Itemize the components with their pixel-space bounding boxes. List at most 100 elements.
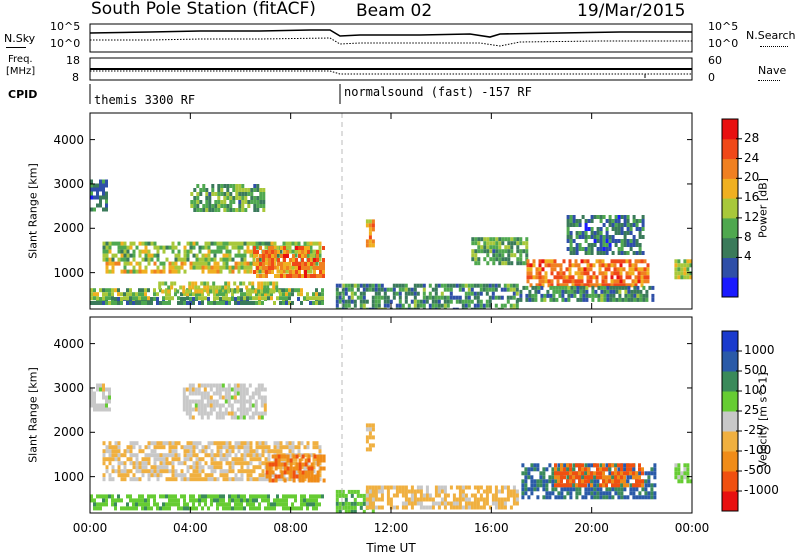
velocity-cell <box>231 449 235 454</box>
velocity-cell <box>213 453 217 458</box>
power-cell <box>123 249 127 254</box>
velocity-cell <box>257 391 261 396</box>
velocity-cell <box>153 473 157 478</box>
power-cell <box>217 196 221 200</box>
power-cell <box>571 263 575 268</box>
power-cell <box>271 250 274 254</box>
velocity-cell <box>144 457 148 462</box>
power-cell <box>488 299 492 304</box>
power-cell <box>298 266 301 270</box>
power-cell <box>386 303 390 308</box>
velocity-cell <box>309 498 312 503</box>
velocity-heatmap <box>90 383 692 513</box>
velocity-cell <box>365 493 369 498</box>
velocity-cell <box>539 475 543 480</box>
power-cell <box>604 271 608 276</box>
velocity-cell <box>315 494 318 499</box>
velocity-cell <box>335 489 339 494</box>
nsearch-tick-high: 10^5 <box>708 20 739 33</box>
velocity-cell <box>689 479 692 484</box>
velocity-cell <box>183 453 187 458</box>
velocity-cell <box>183 473 187 478</box>
velocity-cell <box>677 471 681 476</box>
power-cell <box>596 239 600 243</box>
velocity-cell <box>248 407 252 412</box>
velocity-cell <box>500 497 504 502</box>
power-cell <box>253 270 256 274</box>
velocity-cell <box>224 387 228 392</box>
velocity-cell <box>120 473 124 478</box>
power-cell <box>238 204 242 208</box>
velocity-cell <box>437 489 441 494</box>
velocity-cell <box>298 470 302 475</box>
velocity-cell <box>243 449 247 454</box>
velocity-cell <box>239 399 243 404</box>
velocity-cell <box>225 441 229 446</box>
velocity-cell <box>452 493 456 498</box>
power-cell <box>575 251 579 255</box>
power-cell <box>489 237 493 242</box>
power-y-tick-label: 3000 <box>53 176 84 191</box>
power-cell <box>470 307 474 309</box>
velocity-cell <box>374 505 378 510</box>
power-cell <box>377 303 381 308</box>
power-cell <box>556 275 560 280</box>
velocity-cell <box>279 498 282 503</box>
velocity-cell <box>524 483 528 488</box>
velocity-cell <box>494 489 498 494</box>
power-cell <box>238 184 242 188</box>
velocity-cell <box>212 407 216 412</box>
velocity-cell <box>248 403 252 408</box>
velocity-cell <box>243 498 246 503</box>
velocity-cell <box>274 474 278 479</box>
power-cell <box>274 254 277 258</box>
velocity-cell <box>289 458 293 463</box>
velocity-cell <box>120 498 123 503</box>
power-cell <box>193 208 197 212</box>
velocity-cell <box>461 497 465 502</box>
velocity-cell <box>267 502 270 507</box>
velocity-cell <box>177 457 181 462</box>
power-cell <box>639 289 643 294</box>
velocity-cell <box>216 506 219 511</box>
power-cell <box>105 183 108 188</box>
power-cell <box>461 299 465 304</box>
velocity-cell <box>200 403 204 408</box>
power-cell <box>344 291 348 296</box>
power-cell <box>591 297 595 302</box>
velocity-cell <box>485 489 489 494</box>
cpid-segment-1: themis 3300 RF <box>94 93 196 107</box>
velocity-cell <box>216 449 220 454</box>
power-cell <box>606 293 610 298</box>
power-cell <box>96 195 99 200</box>
power-cell <box>596 235 600 239</box>
velocity-cell <box>195 469 199 474</box>
velocity-cell <box>304 462 308 467</box>
power-cell <box>491 287 495 292</box>
power-cell <box>610 259 614 264</box>
velocity-cell <box>362 501 366 506</box>
velocity-cell <box>96 506 99 511</box>
power-cell <box>626 251 630 255</box>
power-cell <box>578 219 582 223</box>
velocity-cell <box>494 493 498 498</box>
power-cell <box>259 254 262 258</box>
velocity-cell <box>428 505 432 510</box>
power-colorbar-label: Power [dB] <box>756 178 770 238</box>
power-cell <box>630 289 634 294</box>
velocity-cell <box>194 407 198 412</box>
velocity-colorbar-tick-label: 100 <box>744 383 767 397</box>
power-cell <box>619 271 623 276</box>
velocity-cell <box>189 477 193 482</box>
power-cell <box>207 261 211 266</box>
power-cell <box>374 287 378 292</box>
velocity-cell <box>440 501 444 506</box>
power-cell <box>283 246 286 250</box>
power-cell <box>568 275 572 280</box>
power-cell <box>561 297 565 302</box>
velocity-cell <box>653 467 657 472</box>
power-cell <box>558 293 562 298</box>
velocity-cell <box>222 494 225 499</box>
power-cell <box>316 254 319 258</box>
power-cell <box>189 261 193 266</box>
